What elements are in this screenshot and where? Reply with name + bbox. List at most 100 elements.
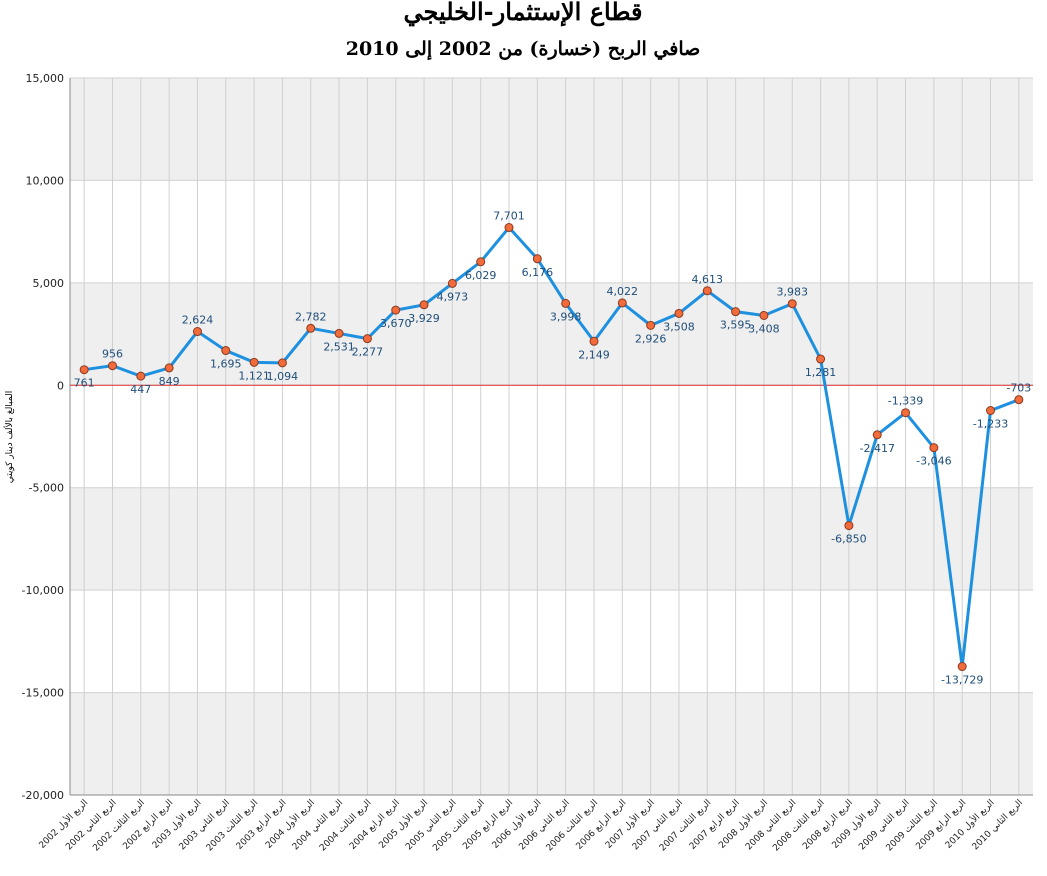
point xyxy=(816,354,826,364)
value-label: 2,782 xyxy=(295,310,327,323)
value-label: 3,929 xyxy=(408,312,440,325)
value-label: -703 xyxy=(1006,382,1031,395)
point xyxy=(164,363,174,373)
grid-band xyxy=(70,487,1033,591)
x-tick-label: 2005 الربع الثاني xyxy=(404,798,458,852)
x-tick-label: 2003 الربع الأول xyxy=(149,797,203,851)
value-label: 1,094 xyxy=(267,370,299,383)
chart-subtitle: صافي الربح (خسارة) من 2002 إلى 2010 xyxy=(346,38,701,61)
point xyxy=(362,334,372,344)
line xyxy=(83,225,1020,667)
point xyxy=(504,223,514,233)
x-tick-label: 2002 الربع الأول xyxy=(36,797,90,851)
value-label: 1,121 xyxy=(238,369,270,382)
point xyxy=(589,336,599,346)
point xyxy=(476,257,486,267)
x-tick-label: 2008 الربع الثاني xyxy=(744,798,798,852)
y-tick-label: 10,000 xyxy=(26,174,65,187)
value-label: 447 xyxy=(130,383,151,396)
x-tick-label: 2004 الربع الرابع xyxy=(348,798,402,852)
value-label: 3,670 xyxy=(380,317,412,330)
value-label: 849 xyxy=(159,375,180,388)
x-tick-label: 2007 الربع الثاني xyxy=(631,798,685,852)
value-label: 956 xyxy=(102,348,123,361)
value-label: 1,695 xyxy=(210,358,242,371)
point xyxy=(901,408,911,418)
x-tick-label: 2009 الربع الرابع xyxy=(914,798,968,852)
point xyxy=(79,365,89,375)
point xyxy=(221,346,231,356)
x-tick-label: 2002 الربع الرابع xyxy=(121,798,175,852)
value-label: 2,277 xyxy=(352,346,384,359)
chart-title: قطاع الإستثمار-الخليجي xyxy=(404,0,643,27)
x-tick-label: 2007 الربع الثالث xyxy=(658,798,713,853)
grid-band xyxy=(70,692,1033,795)
x-tick-label: 2010 الربع الثاني xyxy=(971,798,1025,852)
point xyxy=(872,430,882,440)
x-tick-label: 2009 الربع الثاني xyxy=(857,798,911,852)
y-tick-label: 0 xyxy=(57,379,64,392)
point xyxy=(306,323,316,333)
point xyxy=(986,406,996,416)
x-tick-label: 2005 الربع الأول xyxy=(376,797,430,851)
value-label: -6,850 xyxy=(831,533,866,546)
x-tick-label: 2006 الربع الثالث xyxy=(545,798,600,853)
value-label: -2,417 xyxy=(859,442,894,455)
x-tick-label: 2008 الربع الرابع xyxy=(801,798,855,852)
x-tick-label: 2009 الربع الثالث xyxy=(885,798,940,853)
value-label: 3,508 xyxy=(663,320,695,333)
value-label: 3,408 xyxy=(748,322,780,335)
grid-band xyxy=(70,78,1033,181)
point xyxy=(447,278,457,288)
value-label: 4,973 xyxy=(437,290,469,303)
x-tick-label: 2008 الربع الثالث xyxy=(771,798,826,853)
value-label: 4,613 xyxy=(692,273,724,286)
point xyxy=(192,327,202,337)
point xyxy=(136,371,146,381)
x-tick-label: 2003 الربع الرابع xyxy=(235,798,289,852)
y-tick-label: -20,000 xyxy=(22,789,64,802)
x-tick-label: 2010 الربع الأول xyxy=(942,797,996,851)
value-label: 2,624 xyxy=(182,314,214,327)
x-tick-label: 2007 الربع الرابع xyxy=(688,798,742,852)
point xyxy=(561,298,571,308)
value-label: 2,926 xyxy=(635,332,667,345)
value-label: 6,029 xyxy=(465,269,497,282)
point xyxy=(844,521,854,531)
x-tick-label: 2002 الربع الثالث xyxy=(91,798,146,853)
point xyxy=(277,358,287,368)
x-tick-label: 2007 الربع الأول xyxy=(603,797,657,851)
y-tick-label: 15,000 xyxy=(26,72,65,85)
y-tick-label: 5,000 xyxy=(33,277,65,290)
point xyxy=(391,305,401,315)
point xyxy=(1014,395,1024,405)
value-label: 4,022 xyxy=(607,285,639,298)
x-tick-label: 2009 الربع الأول xyxy=(829,797,883,851)
value-label: 3,595 xyxy=(720,319,752,332)
value-label: 1,281 xyxy=(805,366,837,379)
grid-band xyxy=(70,282,1033,386)
y-axis-label: المبالغ بالألف دينار كويتي xyxy=(3,391,15,483)
y-tick-label: -5,000 xyxy=(29,482,64,495)
point xyxy=(674,308,684,318)
point xyxy=(646,320,656,330)
value-label: 3,983 xyxy=(777,286,809,299)
point xyxy=(617,298,627,308)
x-tick-label: 2004 الربع الأول xyxy=(263,797,317,851)
value-label: 6,176 xyxy=(522,266,554,279)
value-label: 761 xyxy=(74,377,95,390)
point xyxy=(249,357,259,367)
point xyxy=(419,300,429,310)
x-tick-label: 2005 الربع الرابع xyxy=(461,798,515,852)
value-label: 2,149 xyxy=(578,348,610,361)
value-label: -1,339 xyxy=(888,395,923,408)
x-tick-label: 2003 الربع الثاني xyxy=(178,798,232,852)
point xyxy=(702,286,712,296)
value-label: 7,701 xyxy=(493,210,525,223)
point xyxy=(334,328,344,338)
x-tick-label: 2006 الربع الرابع xyxy=(575,798,629,852)
x-tick-label: 2004 الربع الثاني xyxy=(291,798,345,852)
x-tick-label: 2004 الربع الثالث xyxy=(318,798,373,853)
x-tick-label: 2006 الربع الثاني xyxy=(517,798,571,852)
